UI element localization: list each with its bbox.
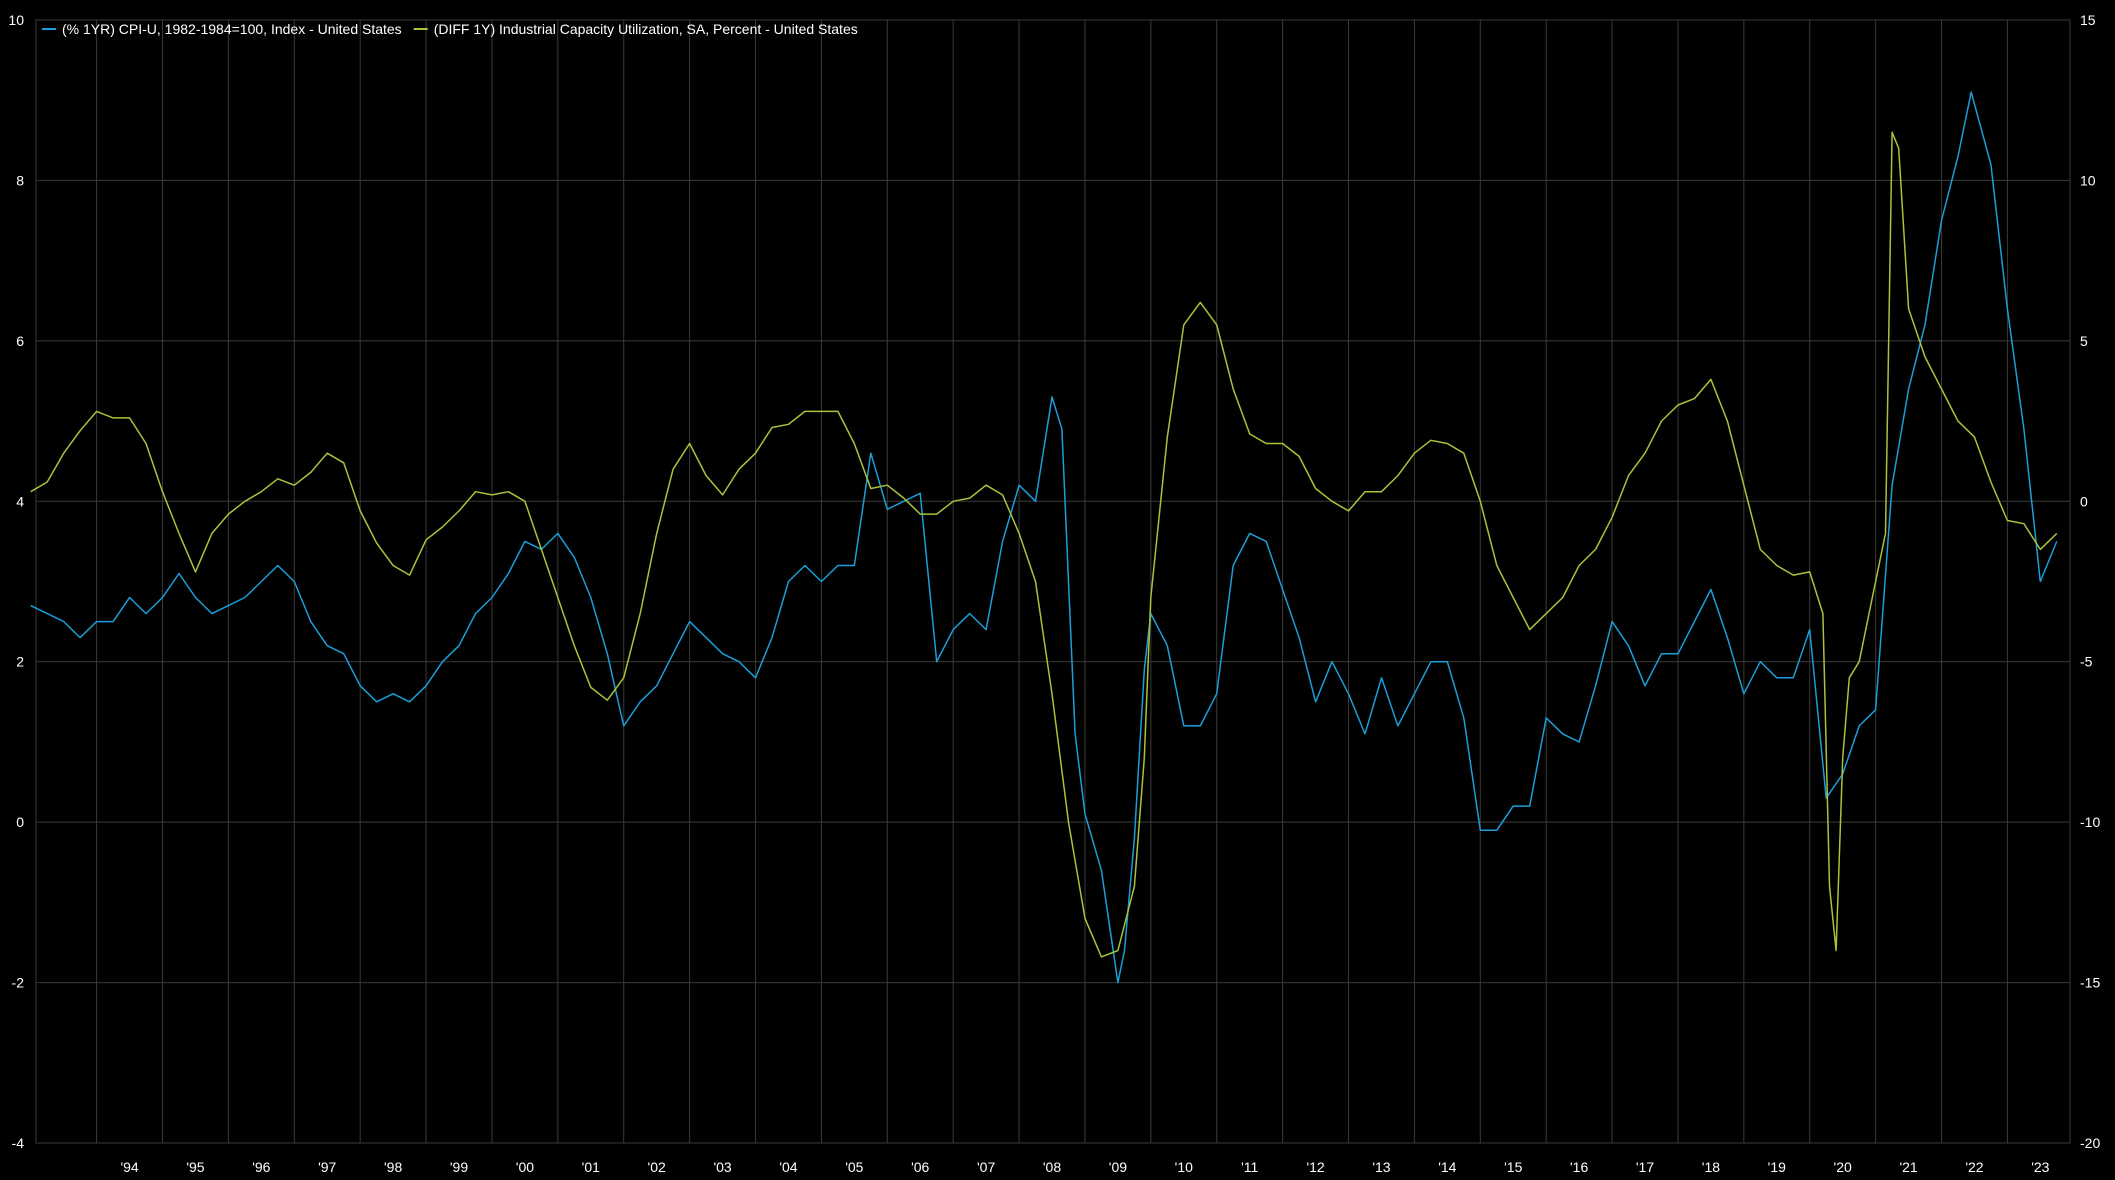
x-tick-label: '14 [1438,1159,1456,1175]
x-tick-label: '97 [318,1159,336,1175]
right-y-tick-label: 15 [2080,12,2096,28]
right-y-tick-label: 10 [2080,172,2096,188]
right-y-axis: 15 10 5 0 -5 -10 -15 -20 [2080,12,2100,1151]
x-tick-label: '02 [648,1159,666,1175]
right-y-tick-label: -15 [2080,975,2100,991]
x-tick-label: '03 [713,1159,731,1175]
series-lines [30,91,2058,984]
x-tick-label: '23 [2031,1159,2049,1175]
x-tick-label: '06 [911,1159,929,1175]
left-y-tick-label: 0 [16,814,24,830]
capacity-utilization-series-line [30,131,2058,958]
x-tick-label: '19 [1768,1159,1786,1175]
left-y-tick-label: 8 [16,172,24,188]
x-tick-label: '07 [977,1159,995,1175]
x-tick-label: '04 [779,1159,797,1175]
left-y-tick-label: 2 [16,654,24,670]
x-tick-label: '00 [516,1159,534,1175]
x-tick-label: '12 [1306,1159,1324,1175]
legend-entry-label: (DIFF 1Y) Industrial Capacity Utilizatio… [434,21,858,37]
x-tick-label: '09 [1109,1159,1127,1175]
right-y-tick-label: 0 [2080,493,2088,509]
x-tick-label: '10 [1175,1159,1193,1175]
x-tick-label: '98 [384,1159,402,1175]
legend: (% 1YR) CPI-U, 1982-1984=100, Index - Un… [42,21,858,37]
left-y-tick-label: 10 [8,12,24,28]
left-y-axis: 10 8 6 4 2 0 -2 -4 [8,12,24,1151]
left-y-tick-label: 4 [16,493,24,509]
x-tick-label: '05 [845,1159,863,1175]
x-tick-label: '18 [1702,1159,1720,1175]
x-tick-label: '94 [120,1159,138,1175]
left-y-tick-label: -4 [12,1135,25,1151]
x-tick-label: '11 [1241,1159,1258,1175]
x-tick-label: '16 [1570,1159,1588,1175]
x-tick-label: '15 [1504,1159,1522,1175]
left-y-tick-label: -2 [12,975,25,991]
x-tick-label: '96 [252,1159,270,1175]
right-y-tick-label: 5 [2080,333,2088,349]
legend-entry-label: (% 1YR) CPI-U, 1982-1984=100, Index - Un… [62,21,402,37]
x-tick-label: '21 [1899,1159,1917,1175]
x-tick-label: '13 [1372,1159,1390,1175]
left-y-tick-label: 6 [16,333,24,349]
right-y-tick-label: -5 [2080,654,2093,670]
x-tick-label: '17 [1636,1159,1654,1175]
right-y-tick-label: -20 [2080,1135,2100,1151]
x-tick-label: '95 [186,1159,204,1175]
x-tick-label: '99 [450,1159,468,1175]
x-tick-label: '22 [1965,1159,1983,1175]
x-tick-label: '08 [1043,1159,1061,1175]
right-y-tick-label: -10 [2080,814,2100,830]
cpi-series-line [30,91,2058,984]
x-tick-label: '20 [1834,1159,1852,1175]
x-axis: '94 '95 '96 '97 '98 '99 '00 '01 '02 '03 '04 '05 '06 '… [120,1159,2049,1175]
grid-lines [35,19,2071,1144]
x-tick-label: '01 [582,1159,600,1175]
